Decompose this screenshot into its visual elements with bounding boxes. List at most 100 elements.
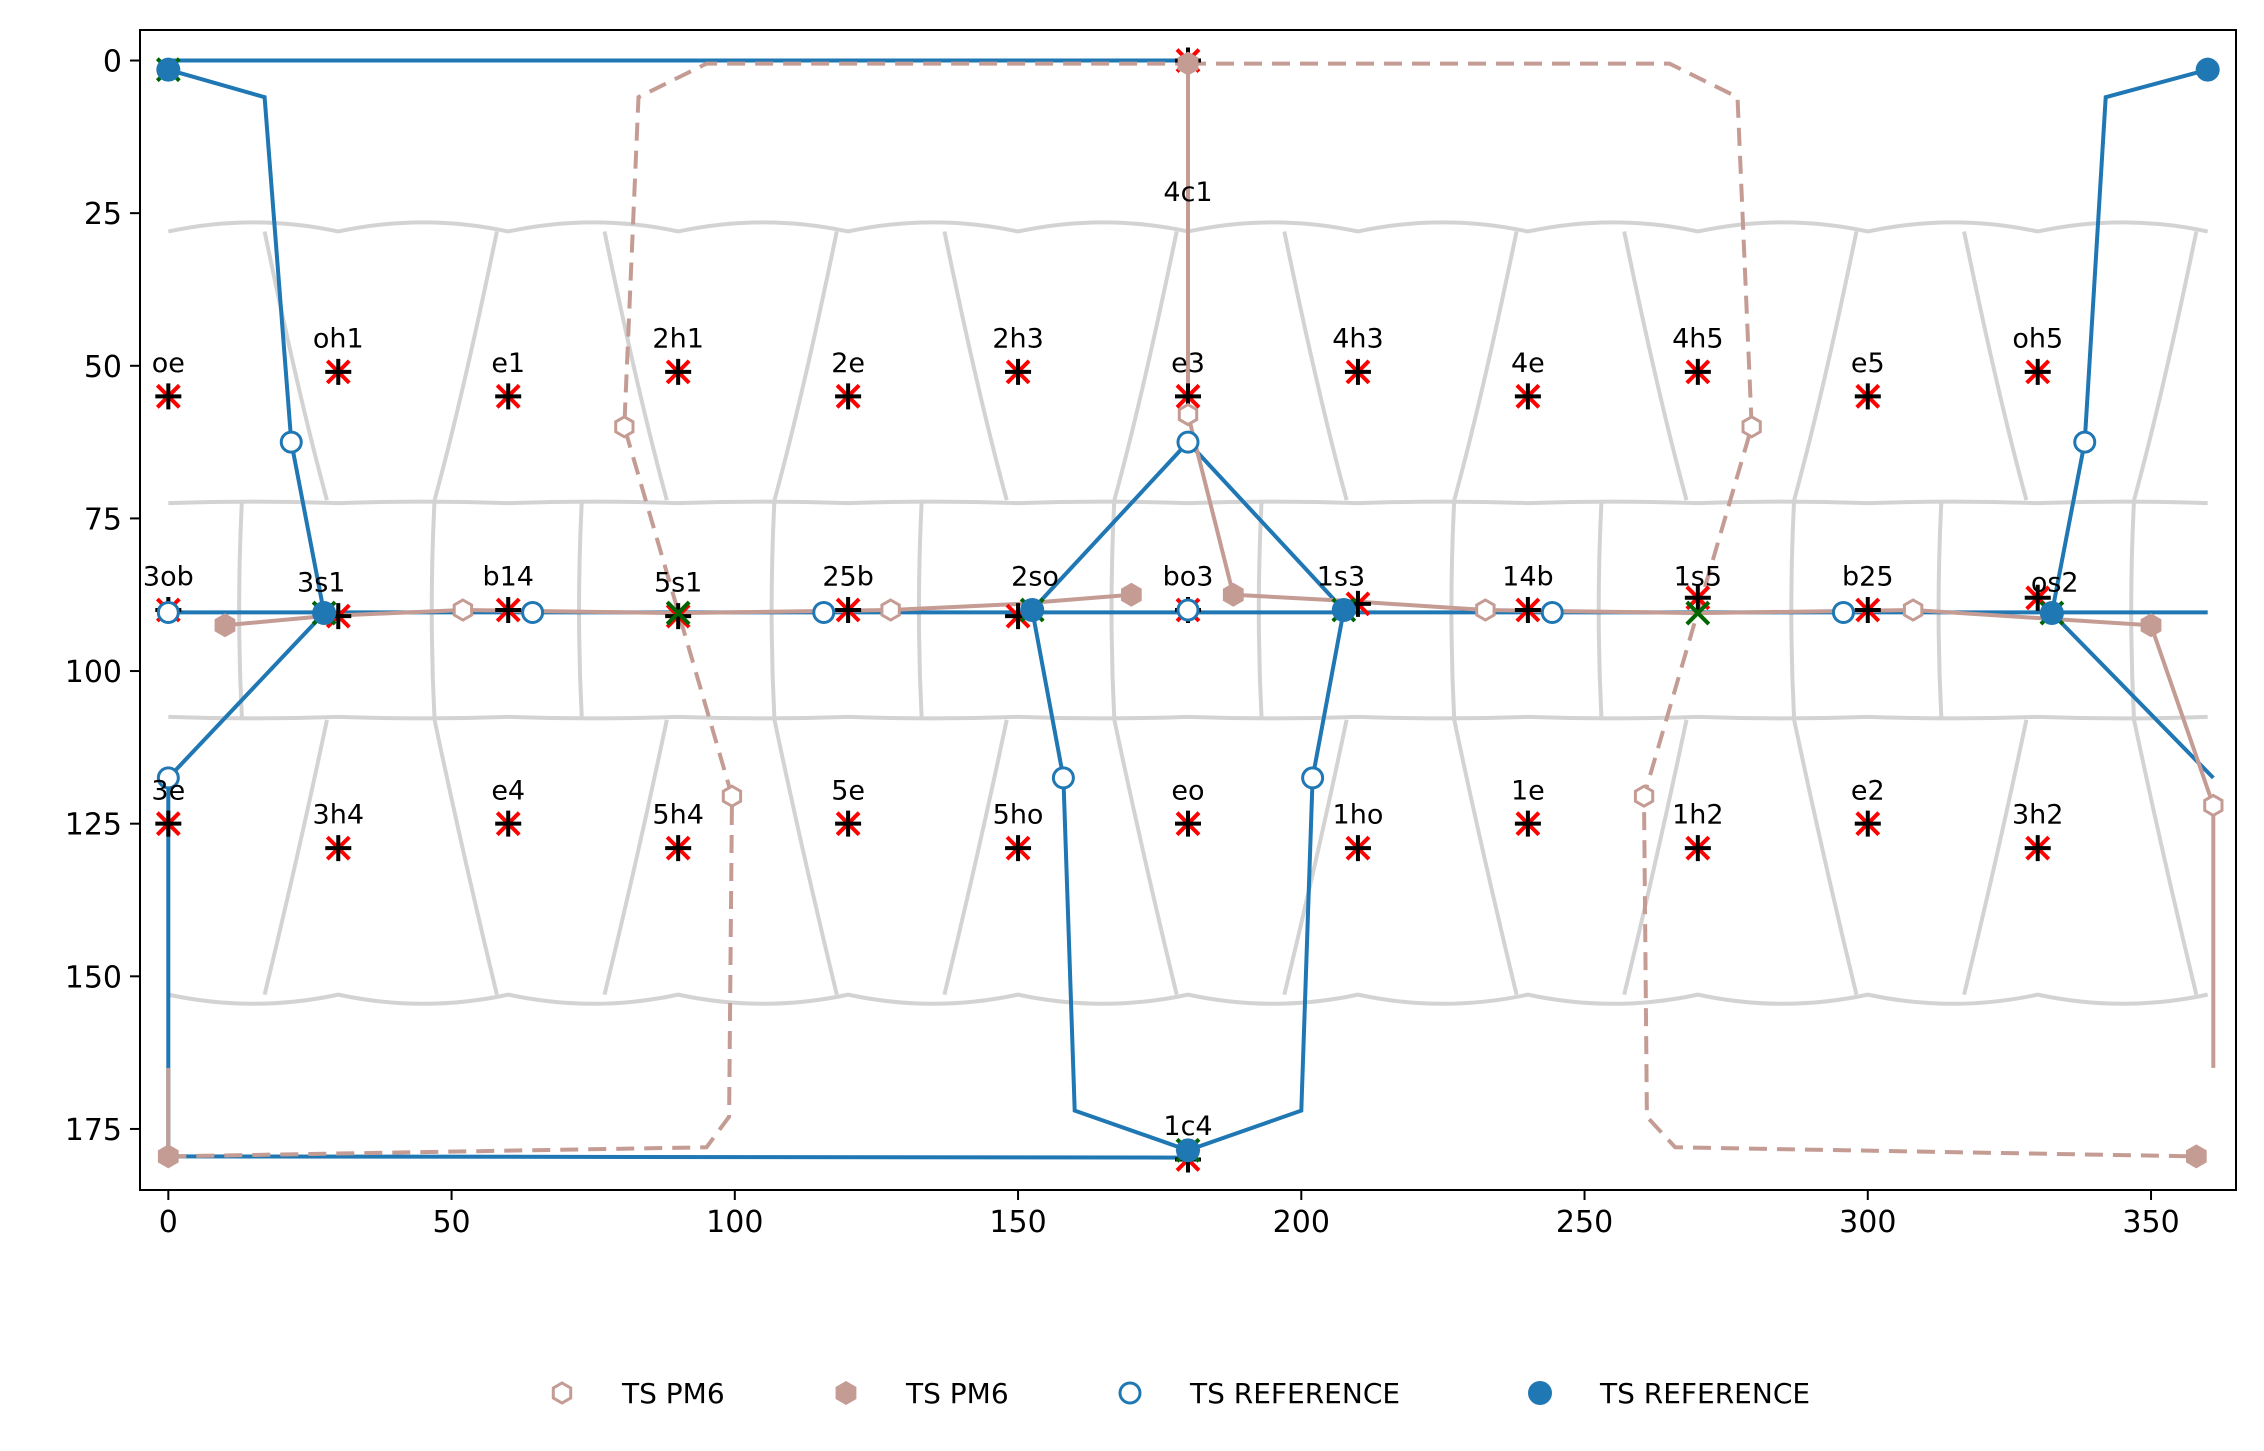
reference-filled-marker [156, 57, 181, 82]
background-grid-curves [167, 220, 2209, 1006]
pm6-filled-marker [1177, 51, 1199, 76]
x-tick-label: 0 [159, 1205, 178, 1240]
pm6-dashed-path [168, 61, 1188, 1159]
pm6-filled-marker [2140, 613, 2162, 638]
reference-open-marker [1051, 766, 1075, 790]
pm6-open-marker [1177, 402, 1199, 427]
point-plus-marker [1684, 584, 1711, 611]
reference-filled-marker [312, 601, 337, 626]
point-plus-marker [835, 597, 862, 623]
grid-curve [772, 719, 839, 996]
point-plus-marker [2024, 358, 2051, 385]
grid-curve [942, 231, 1009, 501]
pm6-open-marker [452, 598, 474, 622]
legend-label: TS REFERENCE [1189, 1377, 1400, 1410]
point-label: 2h1 [652, 323, 703, 354]
pm6-open-marker [1475, 598, 1496, 622]
legend-marker [835, 1381, 857, 1405]
point-label: 3h2 [2012, 800, 2063, 831]
legend-marker [551, 1381, 573, 1405]
point-plus-marker [1514, 597, 1541, 623]
grid-curve [1622, 231, 1689, 501]
point-label: 3s1 [297, 568, 345, 599]
pm6-open-marker [721, 784, 743, 808]
x-tick-label: 50 [432, 1205, 470, 1240]
point-label: e1 [491, 348, 525, 379]
reference-open-marker [521, 600, 545, 624]
grid-curve [1452, 231, 1519, 501]
grid-curve [1449, 500, 1457, 720]
pm6-filled-marker [2186, 1144, 2207, 1169]
reference-open-marker [156, 600, 180, 624]
x-tick-label: 350 [2122, 1205, 2179, 1240]
green-x-marker [1685, 600, 1711, 626]
point-label: 1s3 [1317, 562, 1365, 593]
grid-curve [237, 500, 244, 720]
point-plus-marker [1684, 358, 1711, 385]
pm6-open-marker [1902, 598, 1924, 622]
grid-curve [1282, 719, 1349, 996]
grid-curve [1112, 719, 1179, 996]
point-label: 4h3 [1332, 323, 1383, 354]
point-label: 5h4 [652, 800, 703, 831]
reference-filled-marker [2195, 57, 2220, 82]
pm6-open-marker [614, 415, 635, 439]
pm6-open-marker [880, 598, 901, 622]
pm6-filled-marker [1121, 582, 1142, 607]
pm6-filled-marker [214, 613, 236, 638]
point-label: 3ob [143, 562, 194, 593]
point-label: b14 [482, 562, 534, 593]
point-label: 1c4 [1163, 1111, 1212, 1142]
point-label: 5ho [993, 800, 1044, 831]
point-plus-marker [2024, 584, 2051, 611]
grid-curve [1622, 719, 1689, 996]
y-tick-label: 0 [103, 45, 122, 80]
reference-path [166, 611, 326, 1157]
reference-open-marker [812, 600, 836, 624]
grid-curve [602, 231, 669, 501]
reference-filled-marker [1331, 598, 1356, 622]
point-plus-marker [495, 597, 522, 623]
point-label: oe [152, 348, 185, 379]
point-label: bo3 [1163, 562, 1214, 593]
x-tick-label: 200 [1273, 1205, 1330, 1240]
reference-open-marker [1176, 598, 1200, 622]
grid-curve [1452, 719, 1519, 996]
point-label: 1e [1511, 775, 1545, 806]
reference-path [168, 1154, 1189, 1160]
point-label: e2 [1851, 775, 1885, 806]
legend-marker [1118, 1381, 1142, 1405]
point-label: 5s1 [654, 568, 702, 599]
grid-curve [432, 231, 499, 501]
reference-open-marker [1176, 430, 1200, 454]
point-plus-marker [1175, 810, 1201, 837]
point-plus-marker [2024, 835, 2051, 862]
reference-open-marker [156, 766, 180, 790]
pm6-open-marker [1741, 415, 1762, 439]
grid-curve [262, 231, 329, 501]
grid-curve [1109, 500, 1117, 720]
pm6-path [1186, 63, 2216, 1068]
point-label: 1ho [1333, 800, 1384, 831]
grid-row-lower-mid [168, 714, 2208, 721]
reference-open-marker [279, 430, 303, 454]
green-x-marker [665, 600, 691, 626]
legend-label: TS PM6 [905, 1377, 1009, 1410]
y-tick-label: 125 [65, 808, 122, 843]
point-label: e3 [1171, 348, 1205, 379]
legend-marker [1528, 1381, 1552, 1405]
point-labels: 4c1 oe oh1 e1 2h1 2e 2h3 e3 4h3 4e 4h5 e5 oh5 3ob 3s1 b… [143, 177, 2079, 1142]
point-plus-marker [1344, 835, 1371, 862]
point-plus-marker [665, 358, 692, 385]
legend-label: TS PM6 [621, 1377, 725, 1410]
legend: TS PM6 TS PM6 TS REFERENCE TS REFERENCE [551, 1377, 1810, 1410]
grid-curve [2132, 719, 2199, 996]
reference-path [167, 67, 327, 614]
point-plus-marker [835, 383, 862, 410]
grid-curve [1962, 231, 2029, 501]
point-plus-marker [155, 383, 182, 410]
pm6-filled-marker [1222, 582, 1244, 607]
grid-curve [2132, 231, 2199, 501]
point-plus-marker [1344, 358, 1371, 385]
